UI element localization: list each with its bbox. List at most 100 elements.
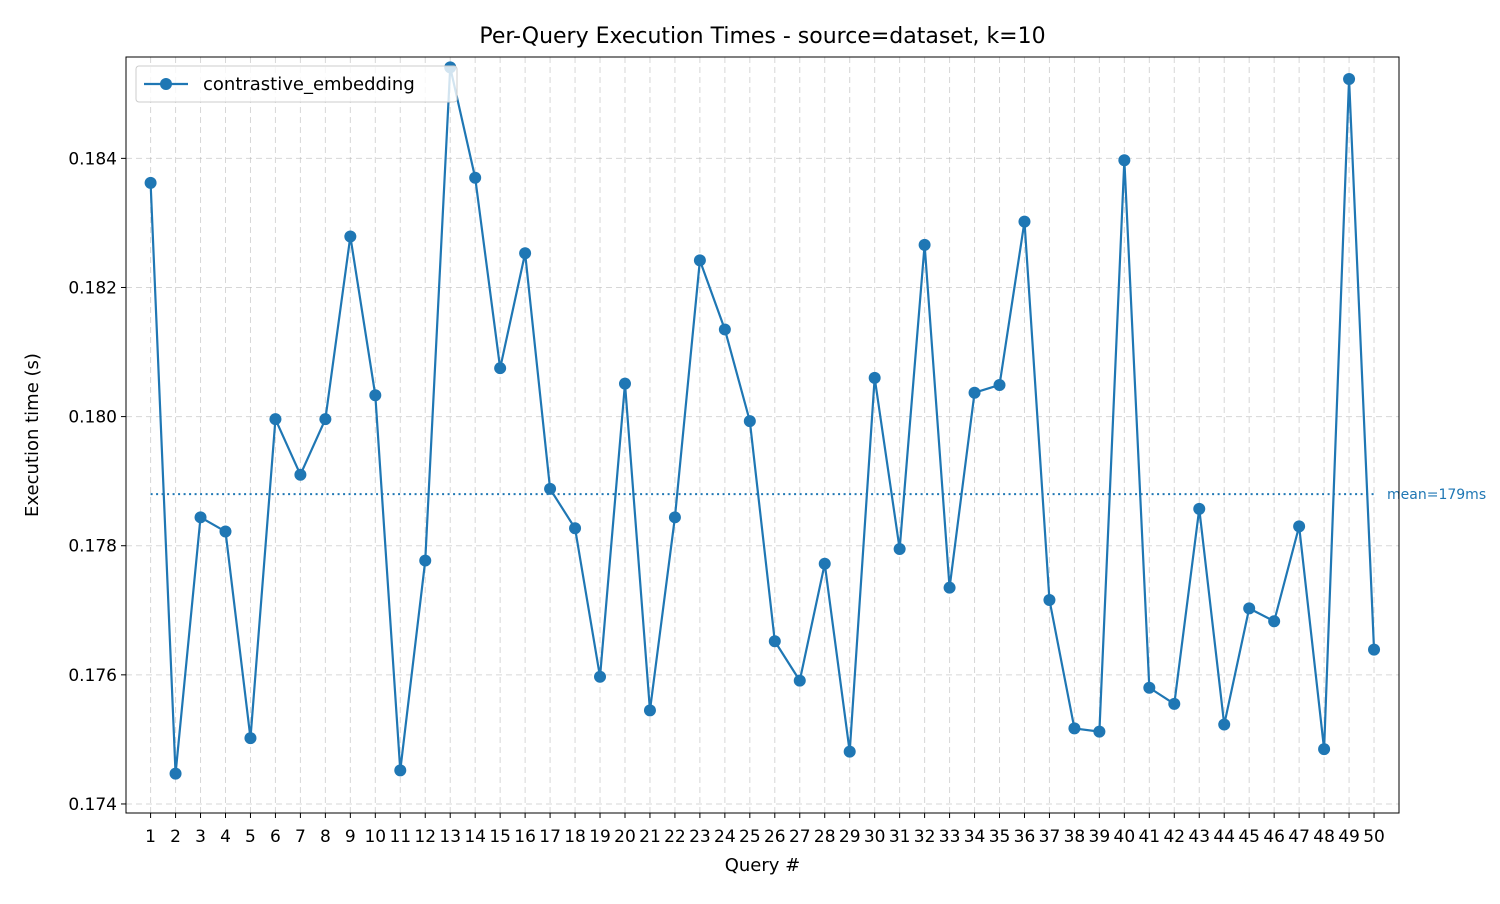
x-tick-label: 5 <box>245 827 256 847</box>
x-tick-label: 16 <box>514 827 536 847</box>
legend-marker-swatch <box>160 78 172 90</box>
x-tick-label: 48 <box>1313 827 1335 847</box>
x-tick-label: 12 <box>414 827 436 847</box>
plot-frame <box>125 56 1400 814</box>
x-tick-label: 22 <box>664 827 686 847</box>
data-point <box>1368 643 1381 656</box>
data-point <box>494 362 507 375</box>
x-tick-label: 39 <box>1089 827 1111 847</box>
data-point <box>618 377 631 390</box>
data-point <box>843 745 856 758</box>
data-point <box>244 732 257 745</box>
x-tick-label: 41 <box>1138 827 1160 847</box>
data-point <box>194 511 207 524</box>
data-point <box>768 635 781 648</box>
data-point <box>1118 154 1131 167</box>
x-tick-label: 19 <box>589 827 611 847</box>
x-tick-label: 13 <box>439 827 461 847</box>
x-tick-label: 18 <box>564 827 586 847</box>
y-tick-label: 0.184 <box>68 149 117 169</box>
x-tick-label: 23 <box>689 827 711 847</box>
data-point <box>394 764 407 777</box>
y-tick-label: 0.180 <box>68 408 117 428</box>
data-point <box>344 230 357 243</box>
x-tick-label: 40 <box>1114 827 1136 847</box>
data-point <box>1093 725 1106 738</box>
x-tick-label: 4 <box>220 827 231 847</box>
chart-title: Per-Query Execution Times - source=datas… <box>479 24 1045 49</box>
series-group <box>144 61 1381 780</box>
data-point <box>269 413 282 426</box>
x-tick-label: 49 <box>1338 827 1360 847</box>
y-tick-label: 0.182 <box>68 278 117 298</box>
x-tick-label: 8 <box>320 827 331 847</box>
legend-label: contrastive_embedding <box>203 74 415 95</box>
x-tick-label: 34 <box>964 827 986 847</box>
data-point <box>294 468 307 481</box>
data-point <box>718 323 731 336</box>
x-tick-label: 6 <box>270 827 281 847</box>
data-point <box>519 247 532 260</box>
x-tick-label: 24 <box>714 827 736 847</box>
x-tick-label: 1 <box>145 827 156 847</box>
data-point <box>594 670 607 683</box>
data-point <box>319 413 332 426</box>
data-point <box>1043 593 1056 606</box>
x-tick-label: 29 <box>839 827 861 847</box>
data-point <box>369 389 382 402</box>
data-point <box>668 511 681 524</box>
data-point <box>818 557 831 570</box>
data-point <box>469 171 482 184</box>
y-axis-ticks: 0.174 0.176 0.178 0.180 0.182 0.184 <box>68 149 126 815</box>
x-tick-label: 46 <box>1263 827 1285 847</box>
data-point <box>793 674 806 687</box>
data-point <box>144 176 157 189</box>
data-point <box>1293 520 1306 533</box>
y-tick-label: 0.174 <box>68 795 117 815</box>
x-tick-label: 45 <box>1238 827 1260 847</box>
data-point <box>993 378 1006 391</box>
x-tick-label: 21 <box>639 827 661 847</box>
legend: contrastive_embedding <box>135 65 458 103</box>
x-axis-label: Query # <box>725 855 801 876</box>
data-point <box>643 704 656 717</box>
x-tick-label: 44 <box>1213 827 1235 847</box>
data-point <box>968 386 981 399</box>
x-tick-label: 25 <box>739 827 761 847</box>
x-tick-label: 27 <box>789 827 811 847</box>
x-tick-label: 37 <box>1039 827 1061 847</box>
grid <box>126 57 1399 813</box>
data-point <box>1193 502 1206 515</box>
x-tick-label: 17 <box>539 827 561 847</box>
data-point <box>893 542 906 555</box>
data-point <box>419 554 432 567</box>
x-tick-label: 15 <box>489 827 511 847</box>
x-tick-label: 28 <box>814 827 836 847</box>
x-tick-label: 33 <box>939 827 961 847</box>
mean-line-label: mean=179ms <box>1387 487 1486 503</box>
x-tick-label: 14 <box>464 827 486 847</box>
data-point <box>693 254 706 267</box>
x-tick-label: 43 <box>1188 827 1210 847</box>
legend-box <box>135 65 458 103</box>
data-point <box>1243 602 1256 615</box>
data-point <box>1268 615 1281 628</box>
x-tick-label: 50 <box>1363 827 1385 847</box>
x-axis-ticks: 1 2 3 4 5 6 7 8 9 10 11 12 13 14 15 16 17 18 19 20 21 22 23 24 2… <box>145 813 1385 847</box>
data-point <box>169 767 182 780</box>
data-point <box>1318 743 1331 756</box>
data-point <box>1068 722 1081 735</box>
data-point <box>918 238 931 251</box>
x-tick-label: 3 <box>195 827 206 847</box>
x-tick-label: 2 <box>170 827 181 847</box>
data-point <box>1168 697 1181 710</box>
data-point <box>219 525 232 538</box>
x-tick-label: 30 <box>864 827 886 847</box>
data-point <box>1018 215 1031 228</box>
x-tick-label: 36 <box>1014 827 1036 847</box>
data-point <box>868 371 881 384</box>
x-tick-label: 26 <box>764 827 786 847</box>
data-point <box>569 522 582 535</box>
x-tick-label: 7 <box>295 827 306 847</box>
